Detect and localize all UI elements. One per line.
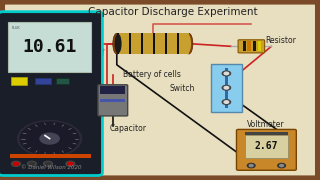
Bar <box>119 33 129 54</box>
Circle shape <box>280 165 284 167</box>
Bar <box>153 33 155 54</box>
Text: Battery of cells: Battery of cells <box>123 70 181 79</box>
Bar <box>165 33 167 54</box>
Bar <box>247 41 251 51</box>
Text: FLUK: FLUK <box>11 26 20 30</box>
Ellipse shape <box>184 34 191 53</box>
Bar <box>129 33 131 54</box>
Bar <box>117 33 119 54</box>
Bar <box>56 78 69 84</box>
Text: 10.61: 10.61 <box>22 38 77 56</box>
Bar <box>245 132 288 135</box>
FancyBboxPatch shape <box>98 85 128 116</box>
Ellipse shape <box>115 34 122 53</box>
Bar <box>243 41 246 51</box>
Circle shape <box>40 133 59 144</box>
Circle shape <box>278 163 285 168</box>
Text: © Daniel Wilson 2020: © Daniel Wilson 2020 <box>21 165 81 170</box>
Circle shape <box>222 100 230 104</box>
Bar <box>253 41 256 51</box>
Circle shape <box>12 161 20 166</box>
Circle shape <box>28 161 36 166</box>
Bar <box>141 33 143 54</box>
Bar <box>100 100 125 102</box>
Bar <box>211 64 242 112</box>
Bar <box>117 33 189 54</box>
Text: 2.67: 2.67 <box>255 141 278 151</box>
Bar <box>10 154 91 158</box>
Circle shape <box>45 162 51 165</box>
Circle shape <box>20 122 79 155</box>
Ellipse shape <box>113 33 121 54</box>
Bar <box>179 33 189 54</box>
Bar <box>8 22 91 72</box>
Text: Capacitor: Capacitor <box>109 124 147 133</box>
Circle shape <box>13 162 19 165</box>
Bar <box>155 33 165 54</box>
Circle shape <box>222 86 230 90</box>
Bar <box>245 135 288 158</box>
Circle shape <box>66 161 75 166</box>
Circle shape <box>29 162 35 165</box>
Text: Voltmeter: Voltmeter <box>247 120 284 129</box>
FancyBboxPatch shape <box>0 12 102 175</box>
Circle shape <box>247 163 255 168</box>
Ellipse shape <box>185 33 193 54</box>
Bar <box>35 78 51 84</box>
Circle shape <box>44 161 52 166</box>
Bar <box>11 77 27 85</box>
Bar <box>177 33 179 54</box>
FancyBboxPatch shape <box>236 129 296 170</box>
Text: Capacitor Discharge Experiment: Capacitor Discharge Experiment <box>88 7 258 17</box>
Circle shape <box>68 162 73 165</box>
Circle shape <box>249 165 253 167</box>
Bar <box>167 33 177 54</box>
Bar <box>143 33 153 54</box>
FancyBboxPatch shape <box>238 40 265 53</box>
Bar <box>258 41 261 51</box>
Bar <box>225 68 228 108</box>
Text: Resistor: Resistor <box>266 36 296 45</box>
Text: Switch: Switch <box>170 84 195 93</box>
FancyBboxPatch shape <box>2 2 318 178</box>
Circle shape <box>222 71 230 76</box>
Circle shape <box>18 121 82 157</box>
Circle shape <box>224 101 229 103</box>
Circle shape <box>224 87 229 89</box>
Circle shape <box>224 72 229 75</box>
Bar <box>100 86 125 94</box>
Bar <box>131 33 141 54</box>
